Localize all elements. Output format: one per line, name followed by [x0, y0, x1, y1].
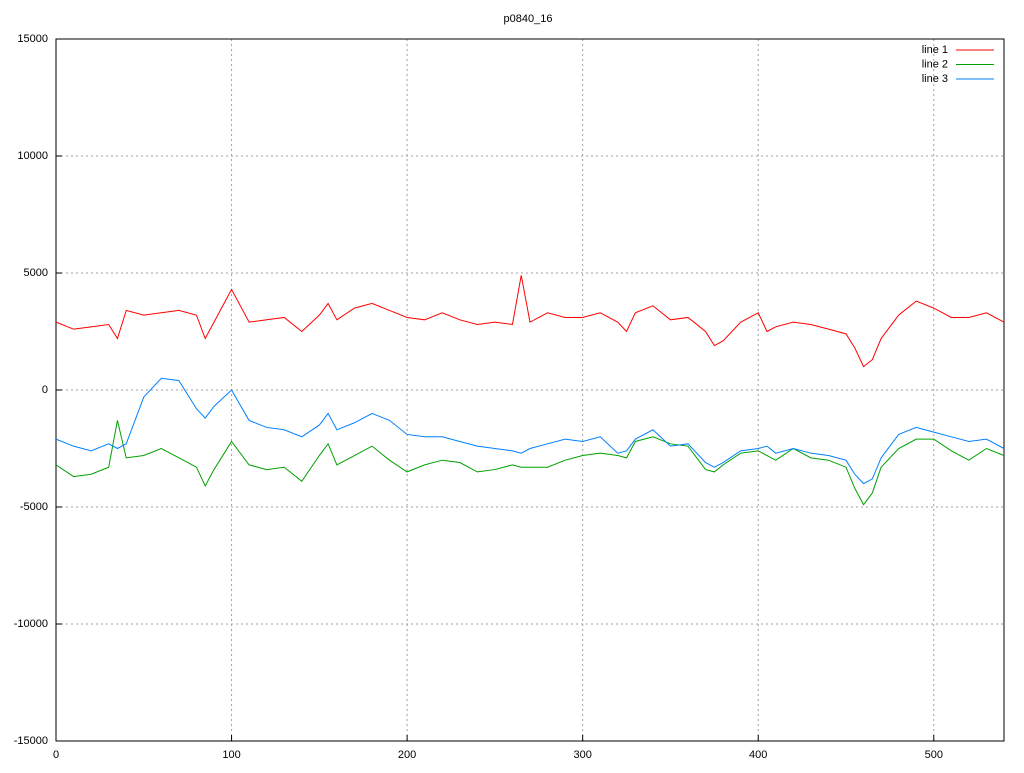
legend-label: line 1	[922, 44, 948, 56]
x-tick-label: 500	[925, 749, 943, 761]
y-tick-label: 10000	[17, 150, 48, 162]
x-tick-label: 300	[573, 749, 591, 761]
x-tick-label: 100	[222, 749, 240, 761]
legend-label: line 3	[922, 73, 948, 85]
data-line	[55, 377, 1005, 485]
y-tick-label: 5000	[24, 267, 48, 279]
x-tick-label: 400	[749, 749, 767, 761]
x-tick-label: 0	[53, 749, 59, 761]
data-line	[55, 275, 1005, 368]
y-tick-label: 0	[42, 384, 48, 396]
x-tick-label: 200	[398, 749, 416, 761]
y-tick-label: -15000	[14, 735, 48, 747]
data-line	[55, 420, 1005, 506]
legend-label: line 2	[922, 58, 948, 70]
y-tick-label: 15000	[17, 33, 48, 45]
y-tick-label: -10000	[14, 618, 48, 630]
chart-title: p0840_16	[504, 13, 553, 25]
plot-frame	[55, 38, 1005, 742]
y-tick-label: -5000	[20, 501, 48, 513]
